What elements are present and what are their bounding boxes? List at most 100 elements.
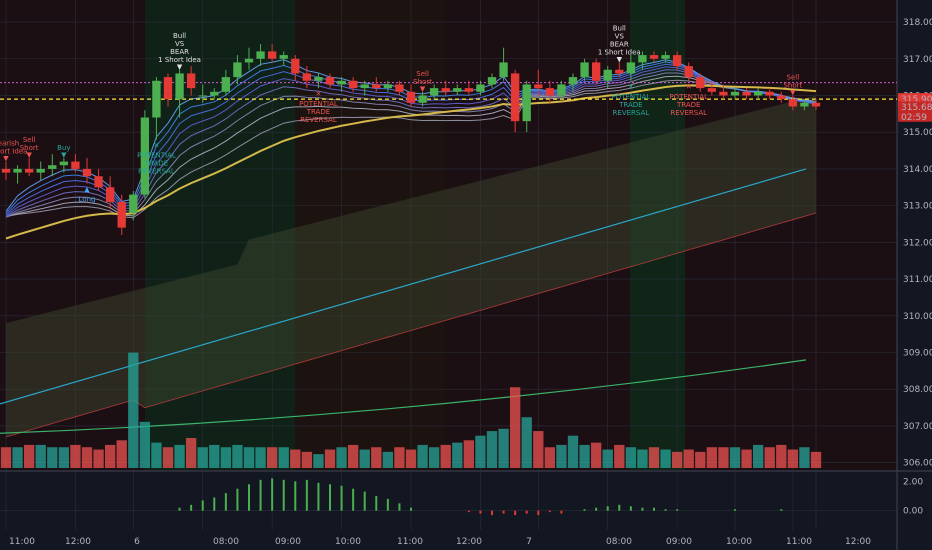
- annotation-label: Bearish: [0, 140, 19, 148]
- volume-bar: [660, 449, 671, 468]
- annotation-label: POTENTIAL: [137, 152, 176, 160]
- volume-bar: [567, 435, 579, 468]
- annotation-label: Long: [79, 196, 96, 204]
- volume-bar: [23, 444, 35, 468]
- annotation-label: TRADE: [618, 101, 642, 109]
- candle-body: [684, 66, 693, 78]
- candle-body: [626, 62, 636, 74]
- volume-bar: [729, 447, 741, 468]
- annotation-label: Bull: [613, 24, 626, 32]
- time-tick-label: 10:00: [726, 537, 752, 547]
- price-tick-label: 314.00: [903, 165, 932, 175]
- candle-body: [719, 91, 728, 96]
- volume-bar: [452, 442, 463, 468]
- candle-body: [603, 69, 612, 81]
- volume-bar: [104, 444, 116, 468]
- candle-body: [372, 84, 381, 89]
- annotation-label: 1 Short Idea: [158, 56, 201, 64]
- volume-bar: [799, 447, 810, 468]
- volume-bar: [683, 449, 694, 468]
- candle-body: [210, 91, 219, 96]
- annotation-label: REVERSAL: [300, 116, 337, 124]
- volume-bar: [706, 447, 718, 468]
- candle-body: [291, 58, 300, 74]
- candle-body: [580, 62, 589, 78]
- volume-bar: [232, 444, 243, 468]
- volume-bar: [752, 444, 764, 468]
- volume-bar: [35, 444, 46, 468]
- volume-bar: [382, 451, 394, 468]
- candle-body: [267, 51, 277, 59]
- volume-bar: [58, 447, 70, 468]
- candle-body: [568, 77, 578, 85]
- volume-bar: [463, 440, 475, 468]
- price-tick-label: 312.00: [903, 238, 932, 248]
- candle-body: [534, 84, 543, 89]
- time-tick-label: 09:00: [666, 537, 692, 547]
- volume-bar: [544, 447, 556, 468]
- ma-ribbon-line: [5, 75, 817, 218]
- volume-bars: [0, 352, 822, 468]
- annotation-label: BEAR: [610, 40, 629, 48]
- annotation-label: REVERSAL: [670, 109, 707, 117]
- volume-bar: [116, 440, 127, 468]
- annotation-label: REVERSAL: [613, 109, 650, 117]
- candle-body: [48, 165, 57, 169]
- volume-bar: [139, 421, 151, 468]
- signal-arrow-icon: ▼: [177, 63, 183, 71]
- volume-bar: [313, 454, 324, 468]
- price-tick-label: 313.00: [903, 202, 932, 212]
- annotation-label: TRADE: [306, 108, 330, 116]
- annotation-label: REVERSAL: [138, 168, 175, 176]
- time-tick-label: 10:00: [335, 537, 361, 547]
- time-tick-label: 08:00: [606, 537, 632, 547]
- annotation-label: TRADE: [676, 101, 700, 109]
- cloud-lower-edge: [5, 212, 817, 438]
- candle-body: [557, 84, 566, 96]
- volume-bar: [266, 447, 278, 468]
- signal-marker-icon: ▲: [84, 186, 90, 194]
- ma-ribbon-line: [5, 79, 817, 219]
- annotation-label: VS: [175, 40, 185, 48]
- volume-bar: [128, 352, 139, 468]
- annotation-label: POTENTIAL: [299, 100, 338, 108]
- candle-body: [765, 91, 774, 96]
- candlestick-series: [1, 44, 821, 235]
- candle-body: [707, 88, 717, 92]
- price-tag-label: 02:59: [901, 113, 927, 123]
- price-tick-label: 318.00: [903, 18, 932, 28]
- annotation-label: Short: [783, 81, 802, 89]
- time-tick-label: 12:00: [845, 537, 871, 547]
- annotation-label: Sell: [23, 136, 36, 144]
- volume-bar: [602, 449, 613, 468]
- candle-body: [429, 88, 439, 96]
- candle-body: [453, 88, 462, 92]
- candle-body: [661, 55, 670, 59]
- time-tick-label: 09:00: [275, 537, 301, 547]
- volume-bar: [405, 449, 417, 468]
- volume-bar: [278, 447, 289, 468]
- volume-bar: [533, 431, 544, 468]
- price-tag-label: 315.68: [901, 103, 932, 113]
- volume-bar: [440, 444, 451, 468]
- signal-arrow-icon: ▼: [3, 155, 9, 163]
- volume-bar: [787, 449, 799, 468]
- candle-body: [545, 88, 555, 96]
- signal-arrow-icon: ▼: [617, 55, 623, 63]
- candle-body: [325, 77, 335, 85]
- volume-bar: [371, 447, 382, 468]
- volume-bar: [428, 447, 440, 468]
- volume-bar: [12, 447, 23, 468]
- volume-bar: [324, 449, 336, 468]
- candle-body: [406, 91, 416, 103]
- candle-body: [788, 99, 798, 107]
- volume-bar: [243, 447, 255, 468]
- volume-bar: [521, 417, 532, 468]
- time-tick-label: 12:00: [456, 537, 482, 547]
- volume-bar: [741, 449, 752, 468]
- candle-body: [1, 168, 11, 173]
- volume-bar: [81, 447, 93, 468]
- price-tag: [898, 101, 932, 113]
- signal-marker-icon: ✕: [628, 83, 634, 91]
